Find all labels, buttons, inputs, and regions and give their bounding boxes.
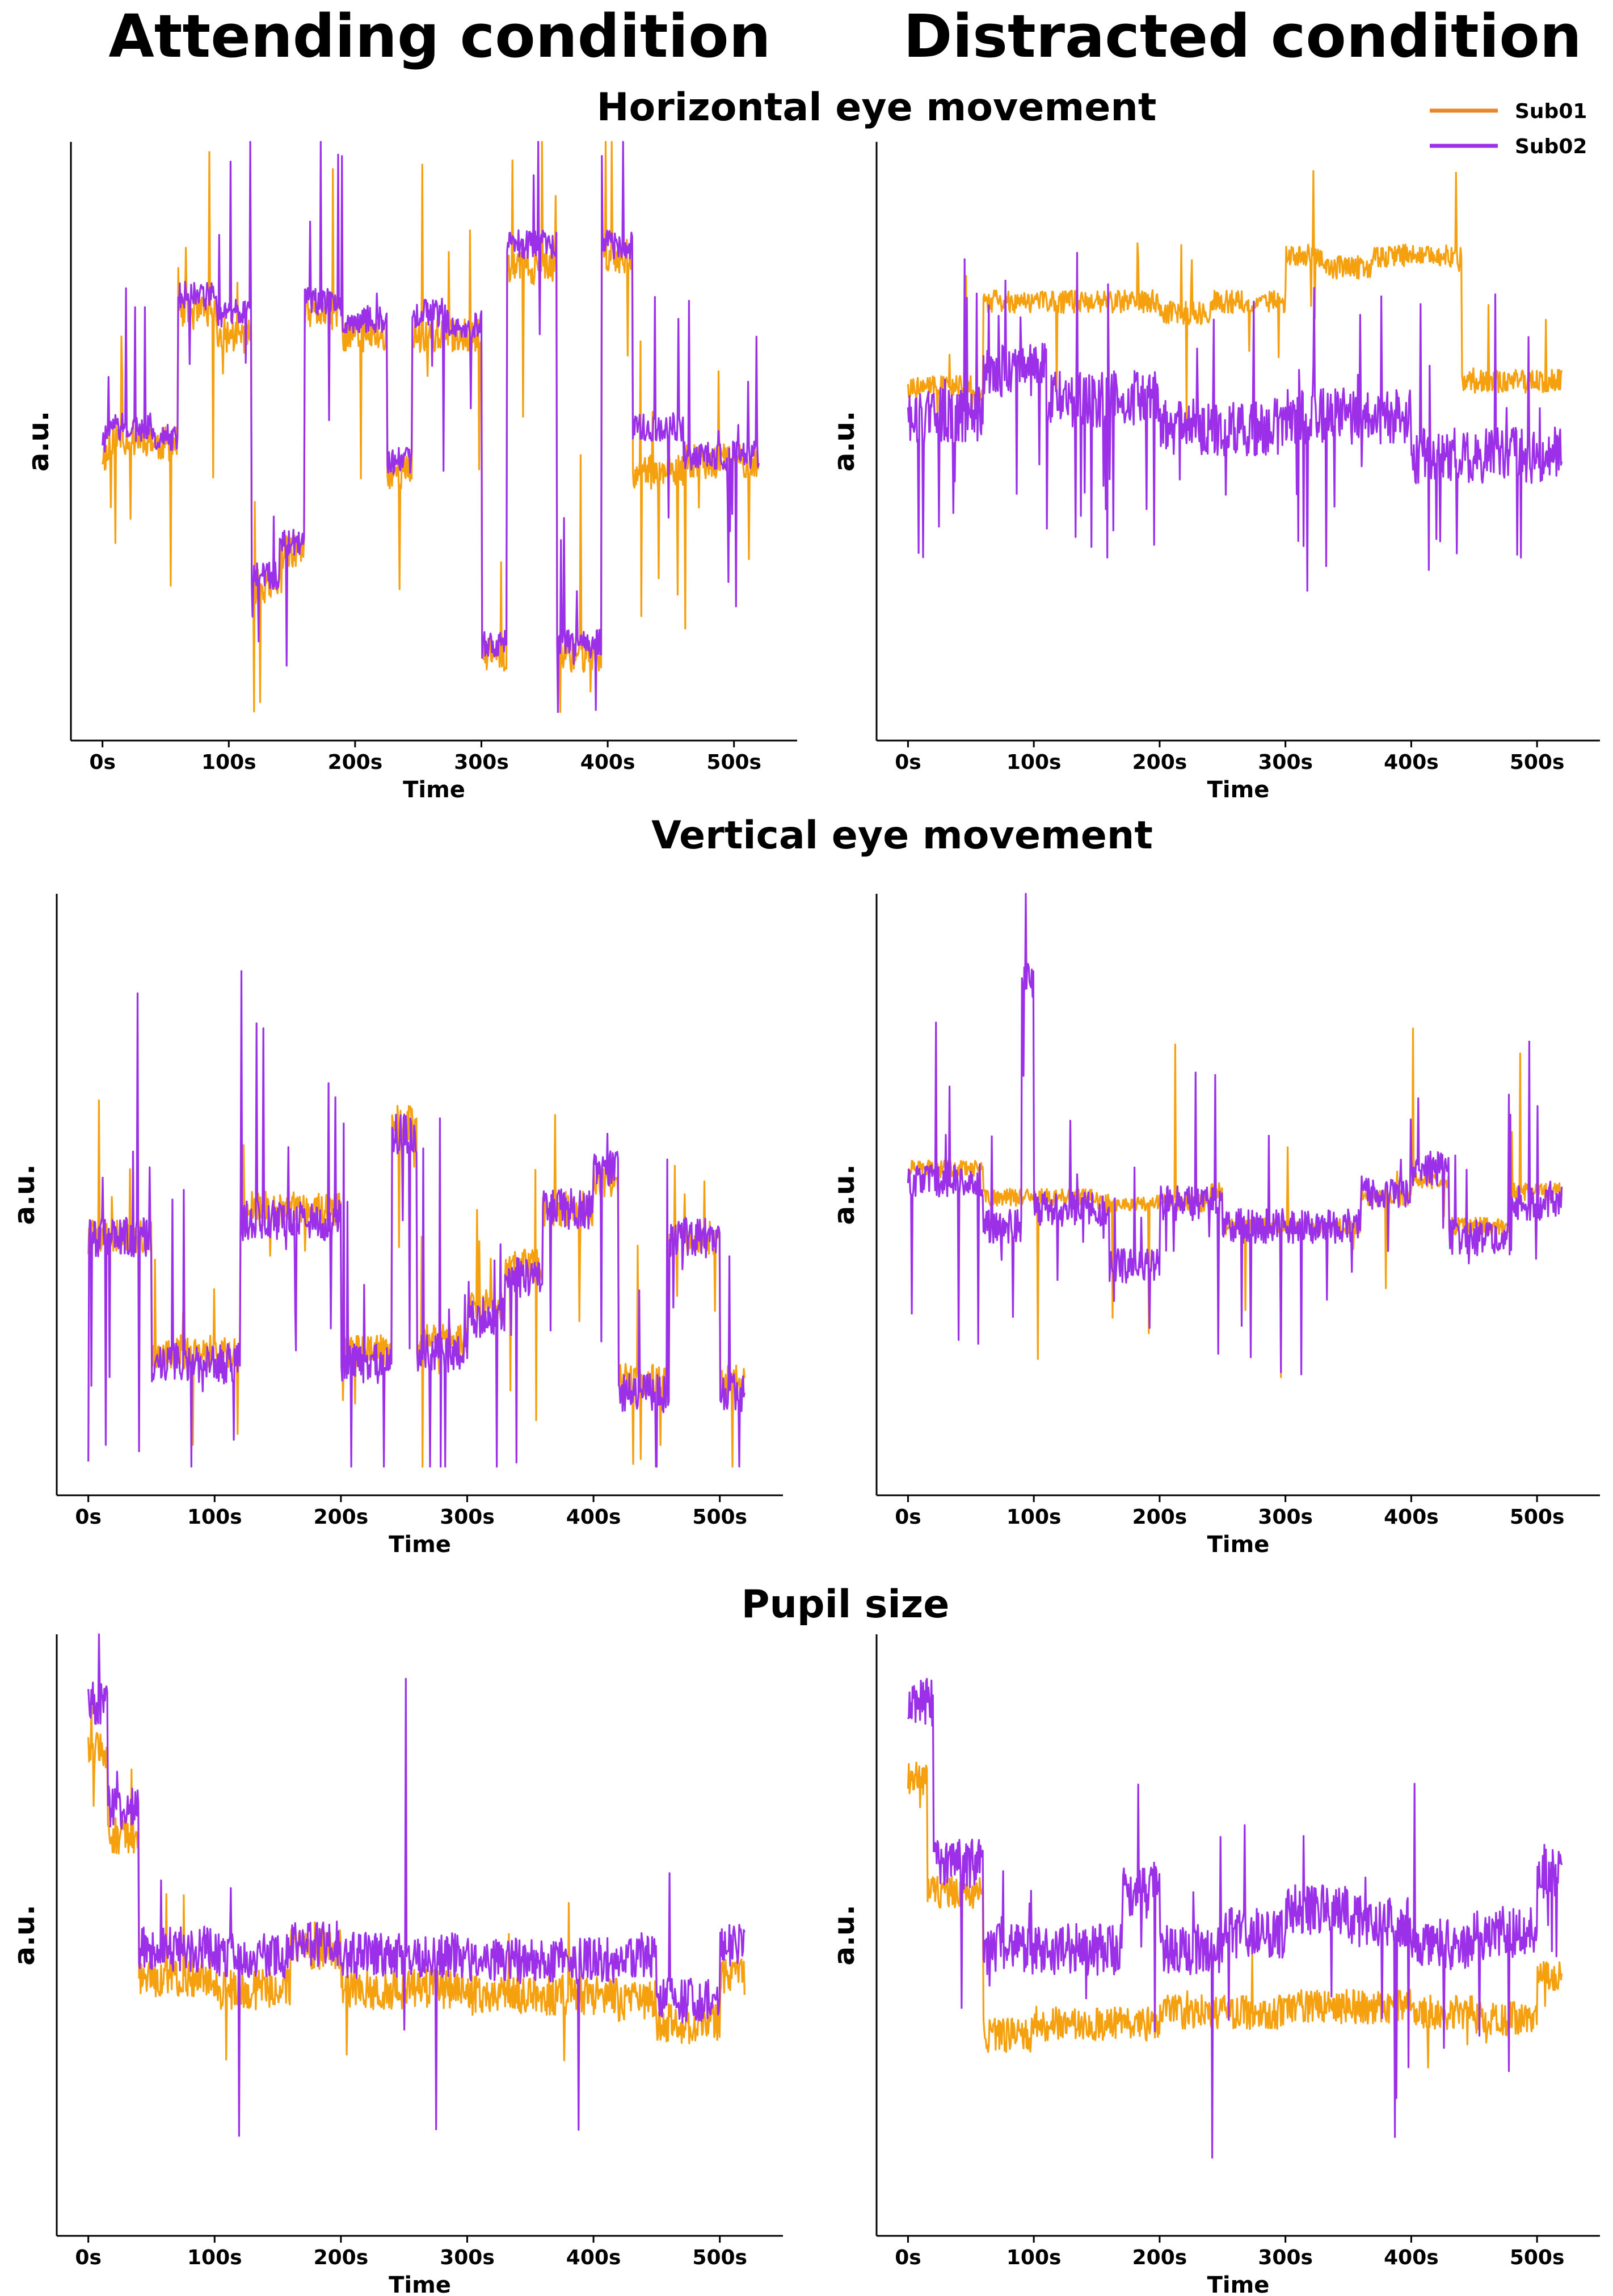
x-tick-label-v-att: 500s <box>692 1506 747 1529</box>
x-tick-label-p-dis: 400s <box>1384 2246 1439 2269</box>
x-tick-label-p-att: 300s <box>440 2246 495 2269</box>
x-tick-label-h-dis: 300s <box>1258 751 1313 774</box>
x-tick-label-p-dis: 0s <box>895 2246 921 2269</box>
row-title-horizontal: Horizontal eye movement <box>597 85 1157 130</box>
panel-h-dis: 0s 100s 200s 300s 400s 500s Time a.u. <box>828 142 1600 803</box>
series-sub02-line-h-dis <box>907 252 1563 592</box>
x-tick-label-h-att: 300s <box>454 751 509 774</box>
panel-p-att: 0s 100s 200s 300s 400s 500s Time a.u. <box>8 1633 783 2296</box>
x-axis-title-v-att: Time <box>389 1532 451 1558</box>
x-axis-title-p-dis: Time <box>1207 2272 1270 2296</box>
x-tick-label-v-dis: 500s <box>1510 1506 1565 1529</box>
x-tick-label-v-dis: 300s <box>1258 1506 1313 1529</box>
x-tick-label-p-dis: 300s <box>1258 2246 1313 2269</box>
row-title-vertical: Vertical eye movement <box>651 813 1153 858</box>
condition-title-attending: Attending condition <box>108 2 770 71</box>
series-sub01-line-p-att <box>87 1696 746 2062</box>
x-tick-label-p-att: 100s <box>187 2246 242 2269</box>
series-sub02-line-p-att <box>87 1633 746 2137</box>
x-tick-label-v-att: 400s <box>566 1506 621 1529</box>
x-axis-title-v-dis: Time <box>1207 1532 1270 1558</box>
x-tick-label-h-dis: 100s <box>1006 751 1062 774</box>
series-sub02-line-v-dis <box>907 893 1563 1376</box>
x-tick-label-h-att: 400s <box>580 751 635 774</box>
x-tick-label-h-att: 200s <box>328 751 383 774</box>
series-sub02-line-h-att <box>102 141 760 713</box>
legend: Sub01 Sub02 <box>1430 100 1587 158</box>
x-tick-label-p-dis: 500s <box>1510 2246 1565 2269</box>
row-title-pupil: Pupil size <box>742 1582 950 1627</box>
x-axis-title-h-att: Time <box>403 777 465 803</box>
x-tick-label-v-att: 300s <box>440 1506 495 1529</box>
panel-h-att: 0s 100s 200s 300s 400s 500s Time a.u. <box>22 141 797 803</box>
series-sub02-line-p-dis <box>907 1677 1563 2159</box>
x-tick-label-v-dis: 400s <box>1384 1506 1439 1529</box>
x-tick-label-h-att: 500s <box>706 751 761 774</box>
x-tick-label-h-dis: 500s <box>1510 751 1565 774</box>
x-tick-label-p-att: 500s <box>692 2246 747 2269</box>
x-tick-label-h-dis: 200s <box>1132 751 1187 774</box>
x-tick-label-h-dis: 400s <box>1384 751 1439 774</box>
panels: 0s 100s 200s 300s 400s 500s Time a.u. 0s 100s 200s… <box>8 141 1600 2296</box>
y-axis-title-v-dis: a.u. <box>828 1164 861 1225</box>
x-tick-label-p-att: 400s <box>566 2246 621 2269</box>
x-tick-label-h-att: 0s <box>89 751 115 774</box>
x-tick-label-v-dis: 0s <box>895 1506 921 1529</box>
series-sub01-line-h-dis <box>907 170 1563 421</box>
x-axis-title-h-dis: Time <box>1207 777 1270 803</box>
x-tick-label-v-att: 200s <box>314 1506 369 1529</box>
panel-v-dis: 0s 100s 200s 300s 400s 500s Time a.u. <box>828 893 1600 1558</box>
panel-v-att: 0s 100s 200s 300s 400s 500s Time a.u. <box>8 894 783 1558</box>
x-tick-label-v-dis: 200s <box>1132 1506 1187 1529</box>
x-tick-label-v-att: 100s <box>187 1506 242 1529</box>
x-tick-label-v-dis: 100s <box>1006 1506 1062 1529</box>
legend-label-sub02: Sub02 <box>1515 135 1587 158</box>
x-tick-label-h-dis: 0s <box>895 751 921 774</box>
x-tick-label-p-att: 200s <box>314 2246 369 2269</box>
series-sub01-line-p-dis <box>907 1761 1563 2068</box>
y-axis-title-h-dis: a.u. <box>828 411 861 472</box>
series-sub01-line-h-att <box>102 141 760 713</box>
x-tick-label-v-att: 0s <box>75 1506 101 1529</box>
series-sub02-line-v-att <box>87 970 746 1468</box>
y-axis-title-h-att: a.u. <box>22 411 55 472</box>
x-tick-label-p-dis: 100s <box>1006 2246 1062 2269</box>
x-tick-label-p-dis: 200s <box>1132 2246 1187 2269</box>
x-axis-title-p-att: Time <box>389 2272 451 2296</box>
condition-title-distracted: Distracted condition <box>903 2 1582 71</box>
x-tick-label-p-att: 0s <box>75 2246 101 2269</box>
legend-label-sub01: Sub01 <box>1515 100 1587 123</box>
y-axis-title-p-att: a.u. <box>8 1904 41 1965</box>
y-axis-title-v-att: a.u. <box>8 1164 41 1225</box>
y-axis-title-p-dis: a.u. <box>828 1904 861 1965</box>
x-tick-label-h-att: 100s <box>201 751 256 774</box>
series-sub01-line-v-dis <box>907 1027 1563 1378</box>
panel-p-dis: 0s 100s 200s 300s 400s 500s Time a.u. <box>828 1634 1600 2296</box>
